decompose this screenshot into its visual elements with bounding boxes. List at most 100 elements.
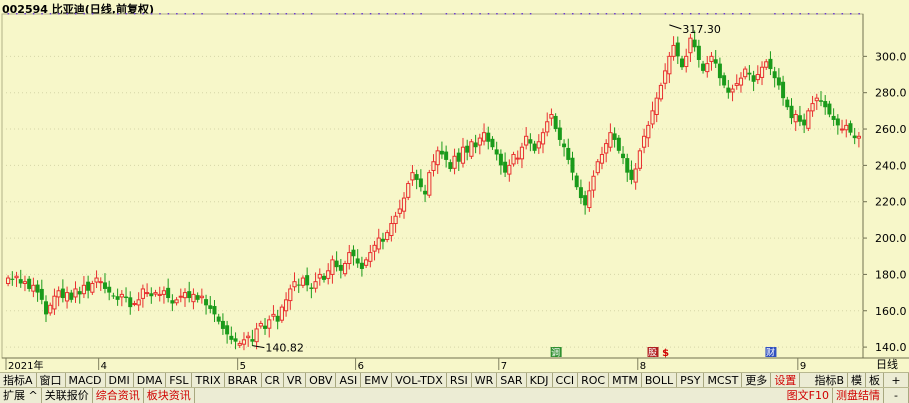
event-dot bbox=[176, 13, 178, 15]
candle-body bbox=[448, 162, 453, 170]
candle-body bbox=[764, 61, 769, 68]
template-tab[interactable]: 模 bbox=[848, 373, 866, 388]
f10-tab[interactable]: 图文F10 bbox=[784, 388, 833, 403]
candle-body bbox=[313, 281, 318, 289]
candle-body bbox=[263, 325, 268, 329]
indicator-tab[interactable]: VOL-TDX bbox=[392, 373, 447, 388]
candle-body bbox=[233, 338, 238, 342]
candle-body bbox=[77, 291, 82, 295]
event-dot bbox=[588, 13, 591, 15]
event-dot bbox=[630, 13, 633, 15]
event-dot bbox=[597, 13, 599, 15]
candle-body bbox=[549, 113, 554, 119]
x-tick-label: 7 bbox=[501, 361, 507, 372]
candle-body bbox=[204, 299, 209, 306]
event-dot bbox=[235, 13, 237, 15]
indicator-tab[interactable]: DMA bbox=[134, 373, 167, 388]
candle-body bbox=[751, 75, 756, 82]
candle-body bbox=[797, 115, 802, 122]
candle-body bbox=[275, 315, 280, 322]
candle-body bbox=[174, 299, 179, 304]
indicator-tab[interactable]: EMV bbox=[361, 373, 393, 388]
event-dot bbox=[277, 13, 279, 15]
candle-body bbox=[44, 301, 49, 315]
candle-body bbox=[679, 58, 684, 68]
event-dot bbox=[184, 13, 187, 15]
candle-body bbox=[835, 118, 840, 126]
indicator-tab[interactable]: WR bbox=[472, 373, 498, 388]
indicator-tab[interactable]: 窗口 bbox=[37, 373, 66, 388]
event-dot bbox=[302, 13, 304, 15]
candle-body bbox=[48, 304, 53, 314]
indicator-tab[interactable]: CCI bbox=[553, 373, 579, 388]
candle-body bbox=[562, 143, 567, 148]
candle-body bbox=[208, 305, 213, 309]
candle-body bbox=[406, 183, 411, 198]
indicator-tab[interactable]: VR bbox=[284, 373, 307, 388]
indicator-tab[interactable]: TRIX bbox=[192, 373, 225, 388]
candle-body bbox=[646, 124, 651, 139]
candle-body bbox=[481, 132, 487, 142]
event-dot bbox=[192, 13, 195, 15]
candle-body bbox=[831, 115, 836, 120]
template-tab[interactable]: 指标B bbox=[811, 373, 848, 388]
indicator-tab[interactable]: ROC bbox=[578, 373, 610, 388]
event-dot bbox=[125, 13, 128, 15]
candle-body bbox=[536, 141, 541, 149]
indicator-tab[interactable]: FSL bbox=[166, 373, 193, 388]
template-tab[interactable]: 板 bbox=[866, 373, 884, 388]
indicator-tab[interactable]: CR bbox=[262, 373, 284, 388]
candle-body bbox=[330, 259, 335, 275]
zoom-in-button[interactable]: + bbox=[884, 373, 909, 388]
candle-body bbox=[705, 63, 710, 73]
indicator-tab[interactable]: KDJ bbox=[527, 373, 553, 388]
event-dot bbox=[66, 13, 69, 15]
y-tick-label: 140.0 bbox=[875, 341, 907, 354]
candle-body bbox=[393, 215, 398, 225]
indicator-tab[interactable]: MCST bbox=[704, 373, 743, 388]
info-tab[interactable]: 综合资讯 bbox=[93, 388, 144, 403]
zoom-out-button[interactable]: - bbox=[884, 388, 909, 403]
event-dot bbox=[496, 13, 498, 15]
event-dot bbox=[470, 13, 473, 15]
indicator-tab[interactable]: DMI bbox=[106, 373, 134, 388]
indicator-tab[interactable]: 更多 bbox=[742, 373, 772, 388]
indicator-tab[interactable]: BOLL bbox=[642, 373, 678, 388]
candle-body bbox=[663, 70, 668, 84]
indicator-tab[interactable]: 指标A bbox=[0, 373, 37, 388]
candle-body bbox=[553, 115, 558, 130]
indicator-tab[interactable]: SAR bbox=[497, 373, 527, 388]
indicator-tab[interactable]: OBV bbox=[306, 373, 337, 388]
info-tab[interactable]: 板块资讯 bbox=[144, 388, 195, 403]
indicator-tab[interactable]: MACD bbox=[66, 373, 106, 388]
event-dot bbox=[74, 13, 77, 15]
candle-body bbox=[423, 190, 428, 195]
indicator-tab[interactable]: BRAR bbox=[225, 373, 262, 388]
y-tick-label: 280.0 bbox=[875, 87, 907, 100]
indicator-tab[interactable]: 设置 bbox=[771, 373, 801, 388]
candle-body bbox=[81, 284, 87, 295]
x-tick-label: 5 bbox=[240, 361, 246, 372]
candle-body bbox=[814, 97, 819, 102]
candle-body bbox=[385, 232, 390, 241]
f10-tab[interactable]: 测盘结情 bbox=[833, 388, 884, 403]
indicator-tab[interactable]: PSY bbox=[677, 373, 705, 388]
indicator-tab[interactable]: MTM bbox=[609, 373, 642, 388]
period-label[interactable]: 日线 bbox=[876, 358, 898, 371]
event-dot bbox=[563, 13, 566, 15]
candle-body bbox=[722, 75, 727, 86]
x-tick-label: 6 bbox=[358, 361, 364, 372]
candle-body bbox=[372, 244, 377, 252]
candle-body bbox=[39, 288, 44, 300]
indicator-tab[interactable]: ASI bbox=[336, 373, 362, 388]
candle-body bbox=[342, 263, 348, 275]
candle-body bbox=[250, 339, 255, 342]
indicator-tab-bar: 指标A 窗口 MACD DMI DMA FSL TRIX BRAR CR VR OBV ASI EMV V… bbox=[0, 372, 909, 388]
candle-body bbox=[675, 42, 680, 57]
event-dot bbox=[294, 13, 296, 15]
info-tab[interactable]: 关联报价 bbox=[42, 388, 93, 403]
info-tab[interactable]: 扩展 ^ bbox=[0, 388, 42, 403]
indicator-tab[interactable]: RSI bbox=[447, 373, 472, 388]
event-dot bbox=[639, 13, 641, 15]
candle-body bbox=[494, 149, 499, 155]
